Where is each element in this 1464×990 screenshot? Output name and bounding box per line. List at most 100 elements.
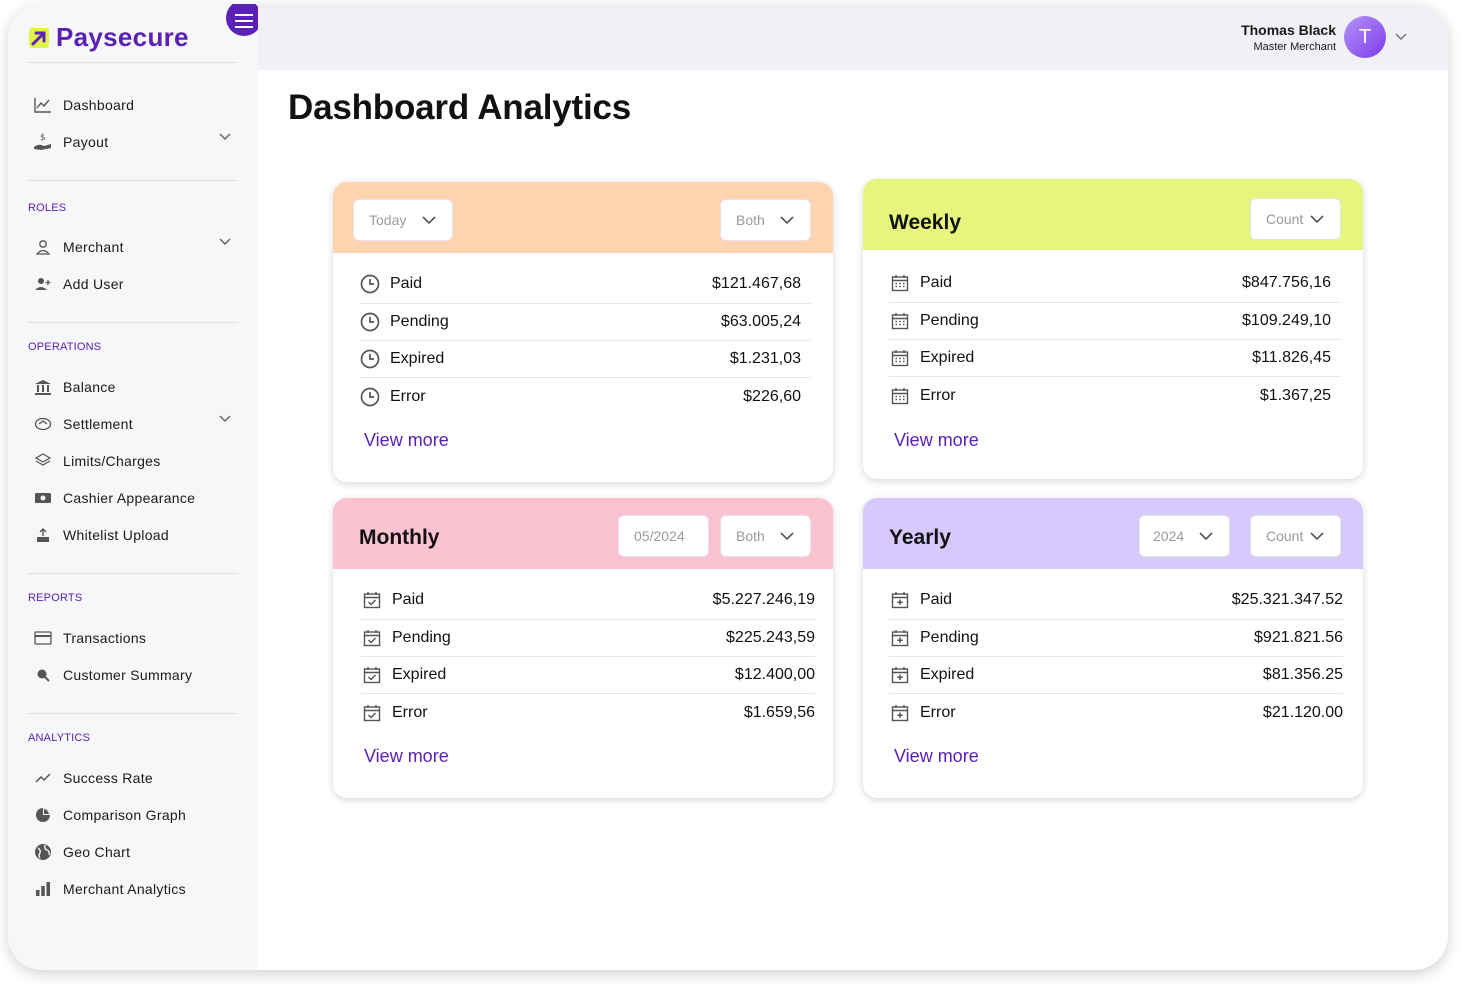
sidebar-item-label: Add User [63,276,124,292]
sidebar-item-merchant-analytics[interactable]: Merchant Analytics [32,876,232,902]
app-window: Paysecure Dashboard $ Payout ROL [8,4,1448,970]
card-title: Weekly [889,211,961,234]
type-select[interactable]: Both [720,199,811,241]
top-bar: Thomas Black Master Merchant T [258,4,1448,70]
clock-icon [359,348,381,370]
chevron-down-icon[interactable] [218,237,232,247]
stat-label: Expired [920,666,975,683]
calendar-check-icon [361,589,383,611]
calendar-plus-icon [889,664,911,686]
calendar-check-icon [361,627,383,649]
menu-toggle-button[interactable] [226,4,262,36]
stat-row-paid: Paid $121.467,68 [359,264,811,304]
sidebar-item-settlement[interactable]: Settlement [32,411,232,437]
card-header: Yearly 2024 Count [863,498,1363,569]
chevron-down-icon[interactable] [218,414,232,424]
calendar-plus-icon [889,627,911,649]
stat-value: $1.367,25 [1259,386,1331,404]
calendar-icon [889,272,911,294]
sidebar-item-label: Balance [63,379,116,395]
view-more-link[interactable]: View more [894,430,979,450]
sidebar-item-label: Merchant Analytics [63,881,186,897]
sidebar-item-dashboard[interactable]: Dashboard [32,92,232,118]
stat-value: $121.467,68 [712,274,801,292]
stat-value: $63.005,24 [720,313,801,330]
sidebar: Paysecure Dashboard $ Payout ROL [8,4,262,970]
stat-row-error: Error $21.120.00 [889,694,1343,731]
brand-name: Paysecure [56,22,189,52]
stat-label: Error [920,703,956,721]
card-yearly: Yearly 2024 Count Paid $25.321.347.52 Pe… [863,498,1363,798]
calendar-icon [889,347,911,369]
stat-value: $12.400,00 [734,666,815,683]
user-info: Thomas Black Master Merchant [1241,22,1336,53]
metric-select[interactable]: Count [1250,515,1341,557]
chevron-down-icon [1199,532,1213,541]
divider [28,180,238,181]
stat-value: $226,60 [743,387,801,405]
user-role: Master Merchant [1253,40,1336,53]
section-label-analytics: ANALYTICS [28,732,91,744]
sidebar-item-label: Whitelist Upload [63,527,169,543]
year-select[interactable]: 2024 [1139,515,1230,557]
card-today: Today Both Paid $121.467,68 Pending $63.… [333,182,833,482]
card-header: Today Both [333,182,833,253]
brand-logo[interactable]: Paysecure [28,22,189,53]
sidebar-item-limits-charges[interactable]: Limits/Charges [32,448,232,474]
hand-dollar-icon: $ [32,131,54,153]
stat-label: Paid [920,590,953,608]
chevron-down-icon [422,216,436,225]
sidebar-item-label: Success Rate [63,770,153,786]
sidebar-item-geo-chart[interactable]: Geo Chart [32,839,232,865]
card-monthly: Monthly 05/2024 Both Paid $5.227.246,19 … [333,498,833,798]
period-select[interactable]: Today [353,199,453,241]
hamburger-icon [235,14,253,28]
stat-label: Expired [390,350,445,367]
section-label-reports: REPORTS [28,592,83,604]
sidebar-item-comparison-graph[interactable]: Comparison Graph [32,802,232,828]
stat-value: $1.231,03 [729,350,801,367]
stat-label: Expired [392,666,447,683]
select-value: Count [1266,528,1304,544]
sidebar-item-payout[interactable]: $ Payout [32,129,232,155]
sidebar-item-cashier-appearance[interactable]: Cashier Appearance [32,485,232,511]
chevron-down-icon[interactable] [218,132,232,142]
sidebar-item-transactions[interactable]: Transactions [32,625,232,651]
view-more-link[interactable]: View more [364,430,449,450]
chevron-down-icon[interactable] [1394,32,1408,42]
month-select[interactable]: 05/2024 [618,515,709,557]
line-chart-icon [32,94,54,116]
divider [28,322,238,323]
view-more-link[interactable]: View more [364,746,449,766]
sidebar-item-merchant[interactable]: Merchant [32,234,232,260]
type-select[interactable]: Both [720,515,811,557]
stats-list: Paid $121.467,68 Pending $63.005,24 Expi… [359,264,811,415]
user-menu[interactable]: Thomas Black Master Merchant T [1241,16,1408,58]
stat-label: Paid [390,274,423,292]
sidebar-item-label: Payout [63,134,109,150]
sidebar-item-label: Geo Chart [63,844,131,860]
select-value: Both [736,528,765,544]
card-header: Weekly Count [863,179,1363,250]
sidebar-item-label: Customer Summary [63,667,193,683]
stat-value: $5.227.246,19 [712,590,815,608]
stat-value: $1.659,56 [743,703,815,721]
sidebar-item-whitelist-upload[interactable]: Whitelist Upload [32,522,232,548]
stat-label: Pending [392,629,451,646]
view-more-link[interactable]: View more [894,746,979,766]
sidebar-item-label: Limits/Charges [63,453,161,469]
divider [28,62,238,63]
sidebar-item-add-user[interactable]: Add User [32,271,232,297]
stats-list: Paid $5.227.246,19 Pending $225.243,59 E… [361,580,815,731]
card-weekly: Weekly Count Paid $847.756,16 Pending $1… [863,179,1363,479]
metric-select[interactable]: Count [1250,198,1341,240]
sidebar-item-balance[interactable]: Balance [32,374,232,400]
sidebar-item-customer-summary[interactable]: Customer Summary [32,662,232,688]
sidebar-item-success-rate[interactable]: Success Rate [32,765,232,791]
divider [28,573,238,574]
bar-chart-icon [32,878,54,900]
chevron-down-icon [780,216,794,225]
stat-label: Pending [920,629,979,646]
avatar[interactable]: T [1344,16,1386,58]
stat-row-expired: Expired $1.231,03 [359,341,811,378]
